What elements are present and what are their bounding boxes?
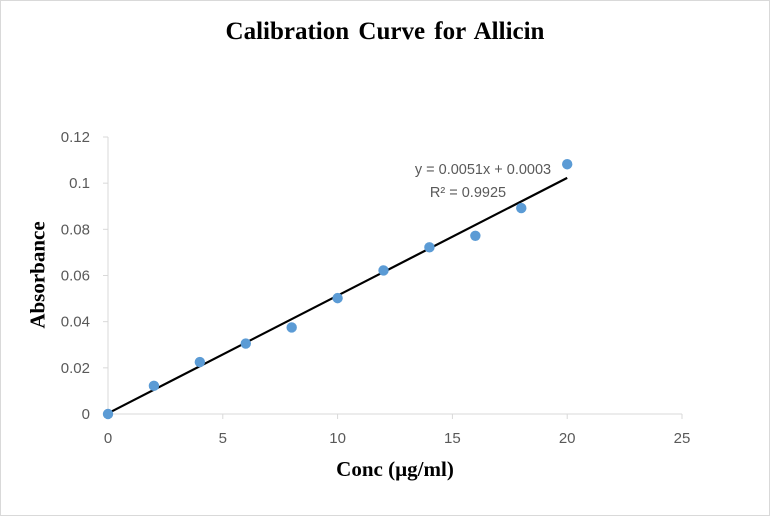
y-tick-label: 0.04 [61,314,90,331]
data-point [470,230,481,241]
data-point [286,322,297,333]
x-tick-label: 20 [559,430,576,447]
data-point [240,338,251,349]
x-tick-label: 15 [444,430,461,447]
data-point [332,292,343,304]
x-tick-label: 5 [219,430,227,447]
y-tick-label: 0 [82,406,90,423]
y-tick-label: 0.1 [69,175,90,192]
data-point [562,159,573,170]
data-point [378,265,389,276]
y-tick-label: 0.08 [61,221,90,238]
data-point [516,202,527,214]
y-tick-label: 0.12 [61,129,90,146]
y-axis-label: Absorbance [25,221,50,329]
y-tick-label: 0.02 [61,360,90,377]
data-point [102,408,114,420]
data-point [148,380,160,392]
y-tick-label: 0.06 [61,268,90,285]
x-tick-label: 0 [104,430,112,447]
x-tick-label: 10 [329,430,346,447]
x-tick-label: 25 [674,430,691,447]
x-axis-label: Conc (µg/ml) [336,457,454,481]
chart-title: Calibration Curve for Allicin [225,18,545,45]
trendline-equation: y = 0.0051x + 0.0003 [415,162,551,178]
trendline-r-squared: R² = 0.9925 [430,185,506,201]
data-point [194,356,206,368]
data-point [424,242,435,253]
